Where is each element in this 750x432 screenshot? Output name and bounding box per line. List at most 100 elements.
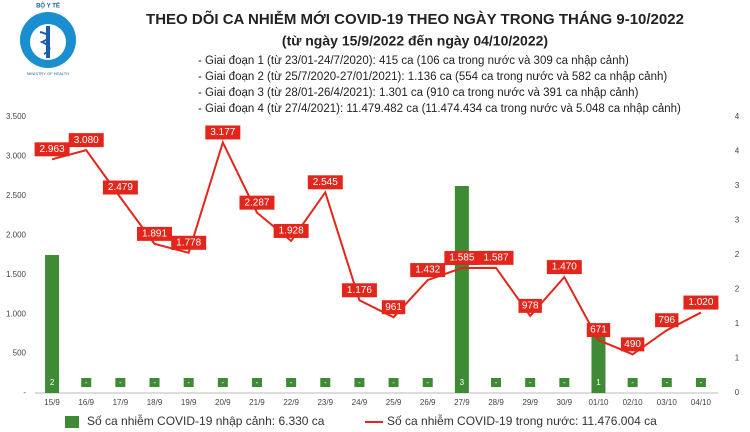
y2-tick-label: 2 (735, 285, 740, 294)
y2-tick-label: 2 (735, 250, 740, 259)
note: - Giai đoạn 2 (từ 25/7/2020-27/01/2021):… (198, 71, 667, 83)
bar-label: - (187, 378, 190, 387)
y-tick-label: 3.500 (6, 112, 27, 121)
y2-tick-label: 1 (735, 354, 740, 363)
legend-label: Số ca nhiễm COVID-19 trong nước: 11.476.… (387, 413, 657, 428)
bar-label: - (392, 378, 395, 387)
bar-label-box (422, 378, 433, 387)
y-tick-label: - (23, 388, 26, 397)
logo-text: BỘ Y TẾ (36, 2, 60, 10)
data-label-box (171, 235, 207, 250)
y-tick-label: 1.500 (6, 270, 27, 279)
x-tick-label: 26/9 (420, 398, 436, 407)
x-tick-label: 04/10 (691, 398, 712, 407)
x-tick-label: 17/9 (113, 398, 129, 407)
data-label: 1.585 (449, 253, 474, 264)
data-label-box (444, 251, 480, 266)
bar-label-box (593, 378, 604, 387)
data-label-box (655, 313, 679, 328)
data-label: 490 (624, 339, 641, 350)
bar-label-box (354, 378, 365, 387)
data-label-box (586, 323, 611, 338)
data-label-box (341, 283, 377, 298)
bar-label-box (491, 378, 502, 387)
data-label: 1.470 (552, 262, 577, 273)
bar-label: 1 (596, 378, 601, 387)
logo-text: MINISTRY OF HEALTH (27, 71, 69, 76)
data-label-box (205, 125, 241, 140)
bar-label-box (525, 378, 536, 387)
bar-label: - (495, 378, 498, 387)
chart-title: THEO DÕI CA NHIỄM MỚI COVID-19 THEO NGÀY… (146, 10, 684, 28)
logo-snake (39, 31, 51, 55)
data-label-box (518, 298, 542, 313)
bar-label-box (47, 378, 58, 387)
bar-label-box (456, 378, 467, 387)
note: - Giai đoạn 3 (từ 28/01-26/4/2021): 1.30… (198, 87, 639, 99)
data-label-box (307, 175, 343, 190)
x-tick-label: 22/9 (283, 398, 299, 407)
bar-label-box (661, 378, 672, 387)
bar-label-box (286, 378, 297, 387)
x-tick-label: 19/9 (181, 398, 197, 407)
bar-label: - (85, 378, 88, 387)
x-tick-label: 20/9 (215, 398, 231, 407)
data-label: 671 (590, 325, 607, 336)
x-tick-label: 18/9 (147, 398, 163, 407)
bar-label: 2 (50, 378, 55, 387)
bar-label: - (256, 378, 259, 387)
bar-label: 3 (460, 378, 465, 387)
y2-tick-label: 1 (735, 319, 740, 328)
data-label: 2.287 (244, 197, 269, 208)
data-label: 978 (522, 301, 539, 312)
data-label: 2.479 (108, 182, 133, 193)
y2-tick-label: 4 (735, 147, 740, 156)
data-label: 1.587 (484, 252, 509, 263)
bar-label-box (559, 378, 570, 387)
data-label-box (34, 142, 70, 157)
y2-tick-label: 4 (735, 112, 740, 121)
bar (45, 255, 60, 393)
data-label-box (239, 195, 275, 210)
line (51, 139, 702, 356)
data-label-box (273, 223, 309, 238)
x-tick-label: 25/9 (386, 398, 402, 407)
bar-label-box (627, 378, 638, 387)
data-label-box (410, 263, 446, 278)
x-tick-label: 24/9 (352, 398, 368, 407)
y-tick-label: 1.000 (6, 309, 27, 318)
bar-label-box (81, 378, 92, 387)
y-tick-label: 500 (13, 349, 27, 358)
data-label-box (620, 337, 645, 352)
data-label: 2.545 (313, 177, 338, 188)
y-tick-label: 2.000 (6, 230, 27, 239)
y2-tick-label: 3 (735, 216, 740, 225)
bar-label-box (251, 378, 262, 387)
logo-staff (46, 26, 50, 58)
x-tick-label: 29/9 (522, 398, 538, 407)
x-tick-label: 21/9 (249, 398, 265, 407)
data-label-box (478, 250, 514, 265)
bar-label: - (119, 378, 122, 387)
x-tick-label: 16/9 (78, 398, 94, 407)
bar-label: - (529, 378, 532, 387)
bar-label-box (149, 378, 160, 387)
x-tick-label: 28/9 (488, 398, 504, 407)
x-tick-label: 15/9 (44, 398, 60, 407)
x-tick-label: 23/9 (317, 398, 333, 407)
data-label: 961 (385, 302, 402, 313)
data-label: 1.928 (279, 226, 304, 237)
legend-label: Số ca nhiễm COVID-19 nhập cảnh: 6.330 ca (87, 413, 325, 428)
bar-label: - (324, 378, 327, 387)
bar-label-box (217, 378, 228, 387)
y2-tick-label: 3 (735, 181, 740, 190)
bar-label-box (183, 378, 194, 387)
data-label: 1.891 (142, 229, 167, 240)
data-label: 1.020 (688, 297, 713, 308)
note: - Giai đoạn 4 (từ 27/4/2021): 11.479.482… (198, 103, 681, 115)
bar-label-box (320, 378, 331, 387)
bar-label: - (426, 378, 429, 387)
y-tick-label: 2.500 (6, 191, 27, 200)
